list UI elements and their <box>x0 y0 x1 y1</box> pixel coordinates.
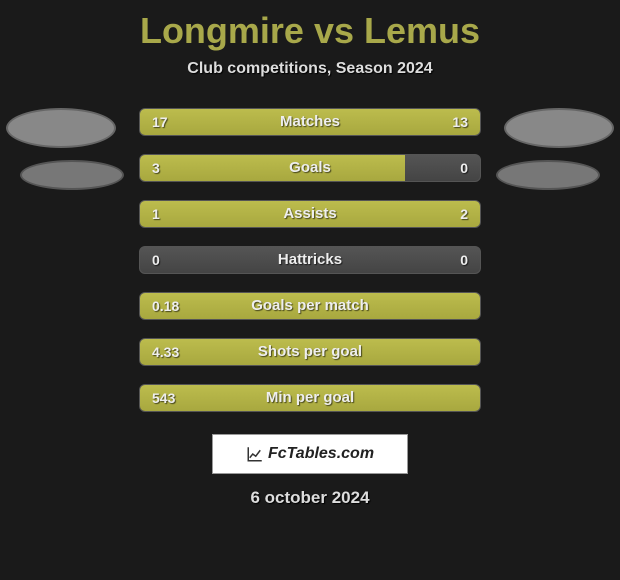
stat-bar: 1713Matches <box>139 108 481 136</box>
stat-label: Min per goal <box>140 385 480 411</box>
footer-date: 6 october 2024 <box>250 488 369 508</box>
stat-bar: 12Assists <box>139 200 481 228</box>
brand-text: FcTables.com <box>268 445 374 463</box>
stat-label: Goals <box>140 155 480 181</box>
comparison-card: Longmire vs Lemus Club competitions, Sea… <box>0 0 620 580</box>
stat-label: Assists <box>140 201 480 227</box>
page-title: Longmire vs Lemus <box>140 10 480 52</box>
stat-label: Matches <box>140 109 480 135</box>
stat-label: Shots per goal <box>140 339 480 365</box>
player-photo-left-1 <box>6 108 116 148</box>
chart-icon <box>246 445 264 463</box>
stat-label: Hattricks <box>140 247 480 273</box>
stat-bar: 543Min per goal <box>139 384 481 412</box>
stat-bar: 0.18Goals per match <box>139 292 481 320</box>
stat-bar: 00Hattricks <box>139 246 481 274</box>
stat-bar: 30Goals <box>139 154 481 182</box>
player-photo-right-2 <box>496 160 600 190</box>
player-photo-left-2 <box>20 160 124 190</box>
player-photo-right-1 <box>504 108 614 148</box>
stat-label: Goals per match <box>140 293 480 319</box>
stat-bar: 4.33Shots per goal <box>139 338 481 366</box>
stats-area: 1713Matches 30Goals 12Assists 00Hattricks 0.… <box>0 108 620 430</box>
page-subtitle: Club competitions, Season 2024 <box>187 60 432 78</box>
brand-badge[interactable]: FcTables.com <box>212 434 408 474</box>
